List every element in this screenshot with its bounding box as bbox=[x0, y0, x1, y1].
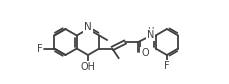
Text: OH: OH bbox=[80, 62, 95, 72]
Text: F: F bbox=[163, 61, 169, 71]
Text: O: O bbox=[141, 48, 148, 58]
Text: N: N bbox=[146, 30, 153, 40]
Text: H: H bbox=[146, 27, 153, 36]
Text: N: N bbox=[84, 22, 91, 32]
Text: F: F bbox=[37, 44, 42, 54]
